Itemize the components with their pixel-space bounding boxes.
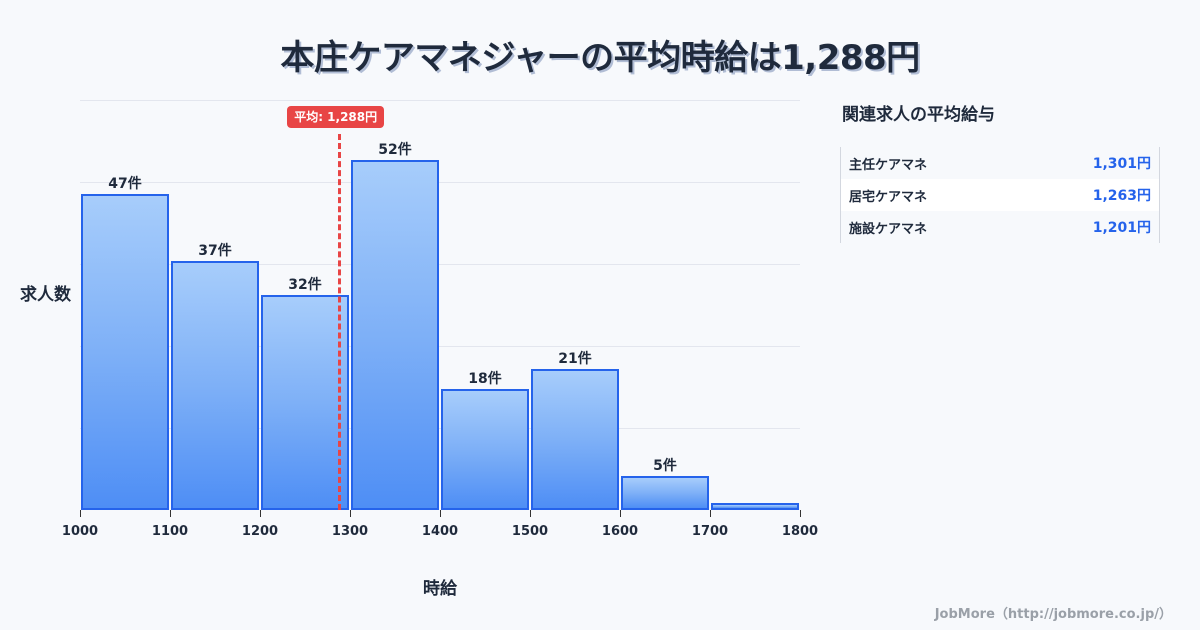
x-tick-label: 1200 [241, 524, 279, 539]
histogram-bar [171, 261, 259, 510]
table-row: 居宅ケアマネ 1,263円 [841, 179, 1159, 211]
histogram-bar [261, 294, 349, 510]
x-tick-mark [800, 510, 801, 517]
job-name: 施設ケアマネ [849, 221, 928, 237]
x-tick-mark [260, 510, 261, 517]
side-panel-title: 関連求人の平均給与 [842, 105, 995, 125]
x-tick-mark [170, 510, 171, 517]
histogram-bar [441, 389, 529, 510]
x-tick-label: 1500 [511, 524, 549, 539]
x-tick-label: 1000 [61, 524, 99, 539]
x-axis-label: 時給 [423, 579, 457, 599]
gridline [80, 182, 800, 183]
x-tick-mark [350, 510, 351, 517]
job-salary: 1,263円 [1092, 188, 1151, 204]
histogram-bar [531, 368, 619, 510]
average-line [338, 134, 342, 510]
histogram-bar [621, 476, 709, 510]
footer-credit: JobMore（http://jobmore.co.jp/） [934, 607, 1172, 622]
x-tick-label: 1400 [421, 524, 459, 539]
x-tick-mark [710, 510, 711, 517]
x-tick-mark [530, 510, 531, 517]
bar-value-label: 18件 [468, 371, 502, 388]
table-row: 主任ケアマネ 1,301円 [841, 147, 1159, 179]
gridline [80, 346, 800, 347]
bar-value-label: 52件 [378, 142, 412, 159]
x-tick-label: 1100 [151, 524, 189, 539]
related-salary-table: 主任ケアマネ 1,301円 居宅ケアマネ 1,263円 施設ケアマネ 1,201… [840, 147, 1160, 243]
bar-value-label: 21件 [558, 350, 592, 367]
bar-value-label: 32件 [288, 276, 322, 293]
x-tick-label: 1800 [781, 524, 819, 539]
table-row: 施設ケアマネ 1,201円 [841, 211, 1159, 243]
gridline [80, 264, 800, 265]
bar-value-label: 37件 [198, 243, 232, 260]
page-title: 本庄ケアマネジャーの平均時給は1,288円 [280, 38, 920, 78]
gridline [80, 100, 800, 101]
related-salary-panel: 関連求人の平均給与 主任ケアマネ 1,301円 居宅ケアマネ 1,263円 施設… [840, 100, 1160, 243]
x-tick-label: 1700 [691, 524, 729, 539]
x-tick-label: 1300 [331, 524, 369, 539]
job-name: 主任ケアマネ [849, 157, 928, 173]
job-name: 居宅ケアマネ [849, 189, 928, 205]
gridline [80, 428, 800, 429]
x-tick-mark [80, 510, 81, 517]
histogram-chart: 47件 37件 32件 52件 18件 21件 5件 求人数 時給 平均: 1,288円 1… [20, 100, 819, 599]
job-salary: 1,201円 [1092, 220, 1151, 236]
x-tick-mark [440, 510, 441, 517]
x-tick-mark [620, 510, 621, 517]
x-tick-label: 1600 [601, 524, 639, 539]
histogram-bar [711, 503, 799, 510]
average-badge: 平均: 1,288円 [287, 106, 385, 128]
bar-value-label: 5件 [653, 458, 677, 475]
job-salary: 1,301円 [1092, 156, 1151, 172]
bar-value-label: 47件 [108, 176, 142, 193]
histogram-bar [81, 194, 169, 510]
y-axis-label: 求人数 [20, 285, 71, 305]
histogram-bar [351, 160, 439, 510]
